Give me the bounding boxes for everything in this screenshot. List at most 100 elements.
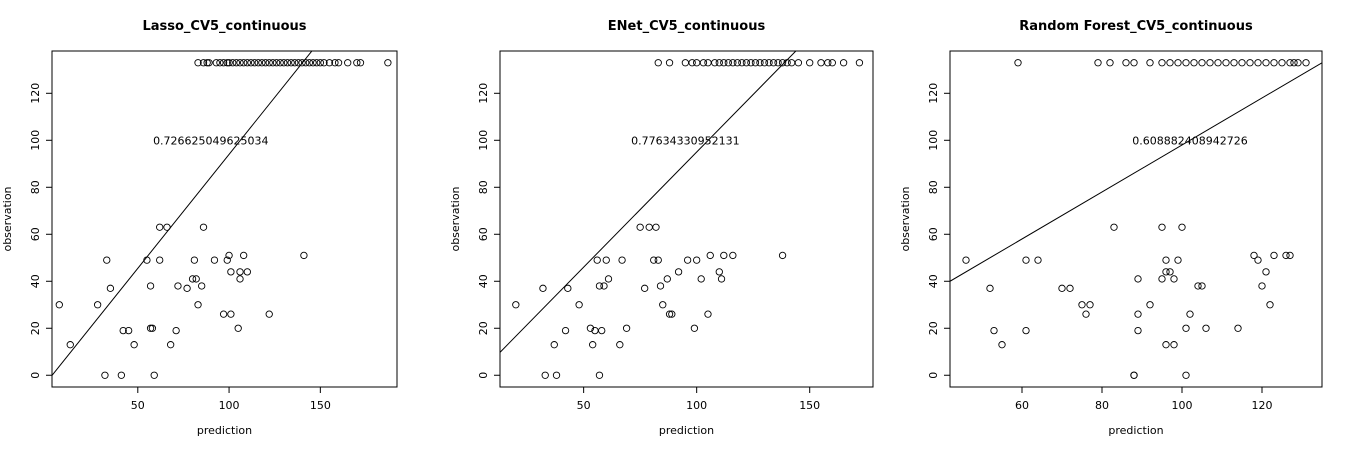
data-point (1250, 251, 1258, 260)
data-point (720, 251, 728, 260)
correlation-annotation: 0.77634330952131 (631, 134, 739, 147)
data-point (210, 256, 219, 264)
data-point (1162, 256, 1170, 264)
data-point (1302, 59, 1310, 67)
data-point (990, 326, 998, 335)
data-point (1162, 268, 1170, 276)
data-point (1270, 251, 1278, 260)
correlation-annotation: 0.726625049625034 (153, 134, 268, 147)
data-point (156, 223, 164, 231)
data-point (1290, 59, 1298, 67)
data-point (93, 301, 102, 309)
data-point (236, 275, 244, 283)
data-point (602, 256, 610, 264)
data-point (1082, 310, 1090, 318)
data-point (276, 59, 284, 67)
data-point (236, 268, 244, 276)
data-point (1206, 59, 1214, 67)
data-point (1058, 284, 1066, 292)
data-point (148, 324, 157, 332)
data-point (229, 59, 237, 67)
data-point (1286, 251, 1294, 260)
y-tick-label: 20 (29, 321, 42, 335)
x-axis-label: prediction (659, 424, 714, 437)
data-point (1110, 223, 1118, 231)
data-point (552, 371, 561, 379)
data-point (334, 59, 343, 67)
data-point (598, 326, 606, 335)
data-point (681, 59, 690, 67)
data-point (1170, 275, 1178, 283)
data-point (125, 326, 133, 335)
data-point (683, 256, 692, 264)
x-tick-label: 100 (219, 399, 240, 412)
data-point (564, 284, 572, 292)
data-point (1262, 268, 1270, 276)
data-point (1222, 59, 1230, 67)
data-point (738, 59, 746, 67)
data-point (724, 59, 732, 67)
data-point (240, 251, 248, 260)
data-point (1066, 284, 1074, 292)
plot-frame (949, 50, 1323, 388)
data-point (272, 59, 281, 67)
data-point (223, 256, 231, 264)
data-point (668, 310, 676, 318)
data-point (674, 268, 683, 276)
y-tick-label: 120 (477, 83, 490, 104)
data-point (595, 371, 604, 379)
data-point (305, 59, 314, 67)
data-point (172, 326, 180, 335)
data-point (1286, 59, 1294, 67)
chart-title: ENet_CV5_continuous (608, 19, 766, 34)
data-point (101, 371, 109, 379)
data-point (146, 282, 155, 290)
panel-random-forest: Random Forest_CV5_continuous 60 80 100 120 0 2… (899, 19, 1323, 437)
data-point (783, 59, 791, 67)
y-tick-label: 40 (927, 274, 940, 288)
data-point (1174, 256, 1182, 264)
data-point (1146, 59, 1154, 67)
x-tick-label: 100 (1172, 399, 1193, 412)
data-point (106, 284, 115, 292)
data-point (1130, 371, 1138, 379)
plot-frame (51, 50, 398, 388)
data-point (194, 301, 202, 309)
data-point (998, 341, 1006, 349)
data-point (1194, 282, 1202, 290)
panel-lasso: Lasso_CV5_continuous 50 100 150 0 20 40 60 80 100… (1, 19, 398, 437)
data-point (287, 59, 295, 67)
data-point (586, 324, 595, 332)
y-tick-label: 0 (477, 372, 490, 379)
x-tick-label: 50 (577, 399, 591, 412)
data-point (188, 275, 197, 283)
data-point (593, 256, 601, 264)
chart-title: Random Forest_CV5_continuous (1019, 19, 1253, 34)
data-point (1182, 324, 1190, 332)
data-point (1198, 282, 1206, 290)
data-point (313, 59, 321, 67)
data-point (269, 59, 277, 67)
data-point (280, 59, 288, 67)
data-point (212, 59, 220, 67)
data-point (1198, 59, 1206, 67)
data-point (236, 59, 244, 67)
data-point (769, 59, 778, 67)
data-point (146, 324, 155, 332)
data-point (243, 59, 251, 67)
data-point (1158, 59, 1166, 67)
data-point (183, 284, 191, 292)
data-point (824, 59, 832, 67)
data-point (291, 59, 299, 67)
data-point (1166, 59, 1174, 67)
y-axis-label: observation (899, 186, 912, 251)
data-point (1182, 371, 1190, 379)
plot-frame (499, 50, 874, 388)
data-point (320, 59, 328, 67)
data-point (828, 59, 836, 67)
data-point (225, 59, 233, 67)
data-point (720, 59, 728, 67)
data-point (216, 59, 224, 67)
data-point (1122, 59, 1130, 67)
data-point (1234, 324, 1242, 332)
